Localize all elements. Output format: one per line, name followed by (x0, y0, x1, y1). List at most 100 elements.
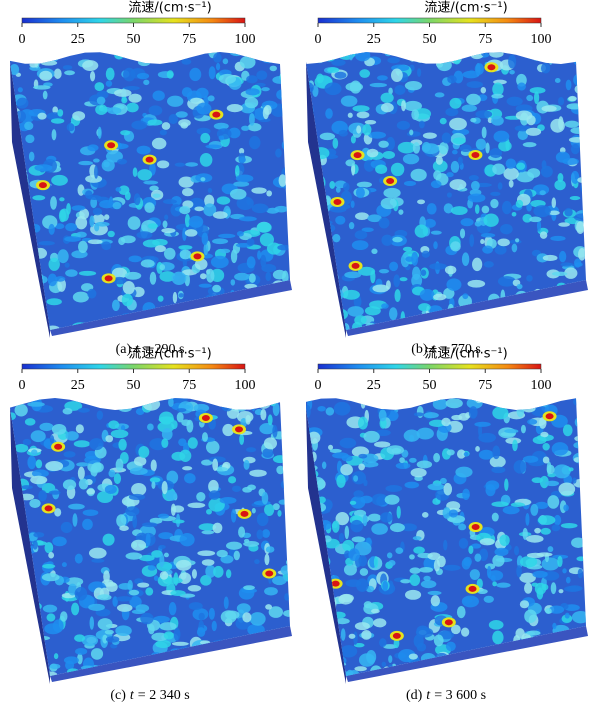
flow-patch (558, 589, 564, 594)
flow-patch (539, 475, 549, 489)
flow-patch (390, 162, 405, 177)
flow-patch (342, 182, 350, 192)
flow-patch (114, 89, 132, 97)
flow-patch (215, 467, 229, 472)
flow-patch (19, 238, 30, 250)
flow-patch (42, 90, 48, 100)
flow-patch (392, 236, 403, 243)
terrain-front (346, 280, 588, 336)
flow-patch (519, 572, 536, 583)
flow-patch (10, 64, 20, 75)
flow-patch (245, 414, 251, 425)
flow-patch (536, 552, 553, 557)
flow-patch (106, 581, 118, 593)
flow-patch (316, 73, 324, 84)
flow-patch (445, 398, 463, 409)
hotspot (265, 570, 274, 577)
flow-patch (542, 254, 558, 262)
flow-patch (266, 242, 282, 255)
flow-patch (523, 317, 541, 330)
hotspot (212, 111, 221, 118)
flow-patch (573, 213, 586, 222)
flow-patch (491, 512, 499, 522)
flow-patch (124, 271, 142, 280)
flow-patch (102, 634, 108, 644)
flow-patch (348, 222, 355, 230)
flow-patch (355, 212, 369, 220)
caption-var: t (432, 342, 437, 357)
flow-patch (11, 633, 16, 645)
flow-patch (262, 448, 274, 458)
flow-patch (450, 160, 460, 173)
flow-patch (579, 467, 586, 476)
flow-patch (470, 117, 477, 123)
flow-patch (94, 165, 99, 179)
flow-patch (204, 312, 216, 323)
flow-patch (564, 120, 580, 128)
flow-patch (199, 660, 215, 672)
flow-patch (441, 132, 452, 144)
flow-patch (329, 205, 347, 213)
flow-patch (489, 455, 506, 468)
colorbar-label: 流速/(cm·s⁻¹) (424, 347, 507, 362)
flow-patch (319, 654, 327, 669)
flow-patch (463, 452, 469, 457)
flow-patch (459, 228, 466, 239)
flow-patch (382, 580, 389, 592)
flow-patch (533, 205, 551, 218)
flow-patch (10, 595, 22, 607)
flow-patch (32, 292, 40, 306)
flow-patch (132, 167, 138, 178)
flow-patch (206, 268, 215, 283)
flow-patch (10, 258, 24, 270)
flow-patch (340, 645, 358, 658)
flow-patch (82, 60, 99, 71)
flow-patch (78, 160, 93, 166)
flow-patch (436, 59, 452, 72)
flow-patch (371, 398, 388, 407)
flow-patch (19, 255, 32, 269)
flow-patch (311, 572, 324, 577)
flow-patch (230, 279, 236, 286)
flow-patch (416, 427, 434, 440)
flow-patch (246, 447, 257, 453)
flow-patch (14, 403, 28, 417)
flow-patch (385, 485, 403, 493)
flow-patch (280, 479, 290, 490)
flow-patch (219, 497, 237, 504)
flow-patch (239, 433, 245, 446)
flow-patch (485, 484, 496, 497)
flow-patch (272, 314, 277, 329)
flow-patch (213, 122, 229, 130)
flow-patch (517, 129, 529, 141)
flow-patch (519, 556, 538, 568)
flow-patch (474, 63, 484, 75)
flow-patch (530, 503, 539, 516)
flow-patch (149, 271, 157, 285)
colorbar-label: 流速/(cm·s⁻¹) (128, 1, 211, 16)
flow-patch (393, 274, 400, 288)
flow-patch (10, 217, 22, 224)
flow-patch (491, 501, 509, 507)
flow-patch (462, 293, 469, 300)
flow-patch (505, 158, 517, 169)
flow-patch (449, 97, 462, 109)
flow-patch (343, 563, 357, 576)
flow-patch (450, 206, 468, 216)
flow-patch (577, 60, 585, 71)
flow-patch (420, 269, 427, 276)
flow-patch (77, 652, 83, 665)
flow-patch (130, 539, 147, 551)
flow-patch (119, 525, 129, 532)
flow-patch (137, 58, 151, 67)
flow-patch (226, 663, 244, 676)
flow-patch (513, 460, 527, 474)
flow-patch (131, 120, 148, 130)
flow-patch (256, 222, 272, 233)
flow-patch (71, 205, 86, 211)
flow-patch (178, 438, 187, 447)
flow-patch (342, 539, 355, 552)
flow-patch (430, 595, 441, 607)
flow-patch (277, 509, 282, 517)
flow-patch (14, 214, 22, 222)
